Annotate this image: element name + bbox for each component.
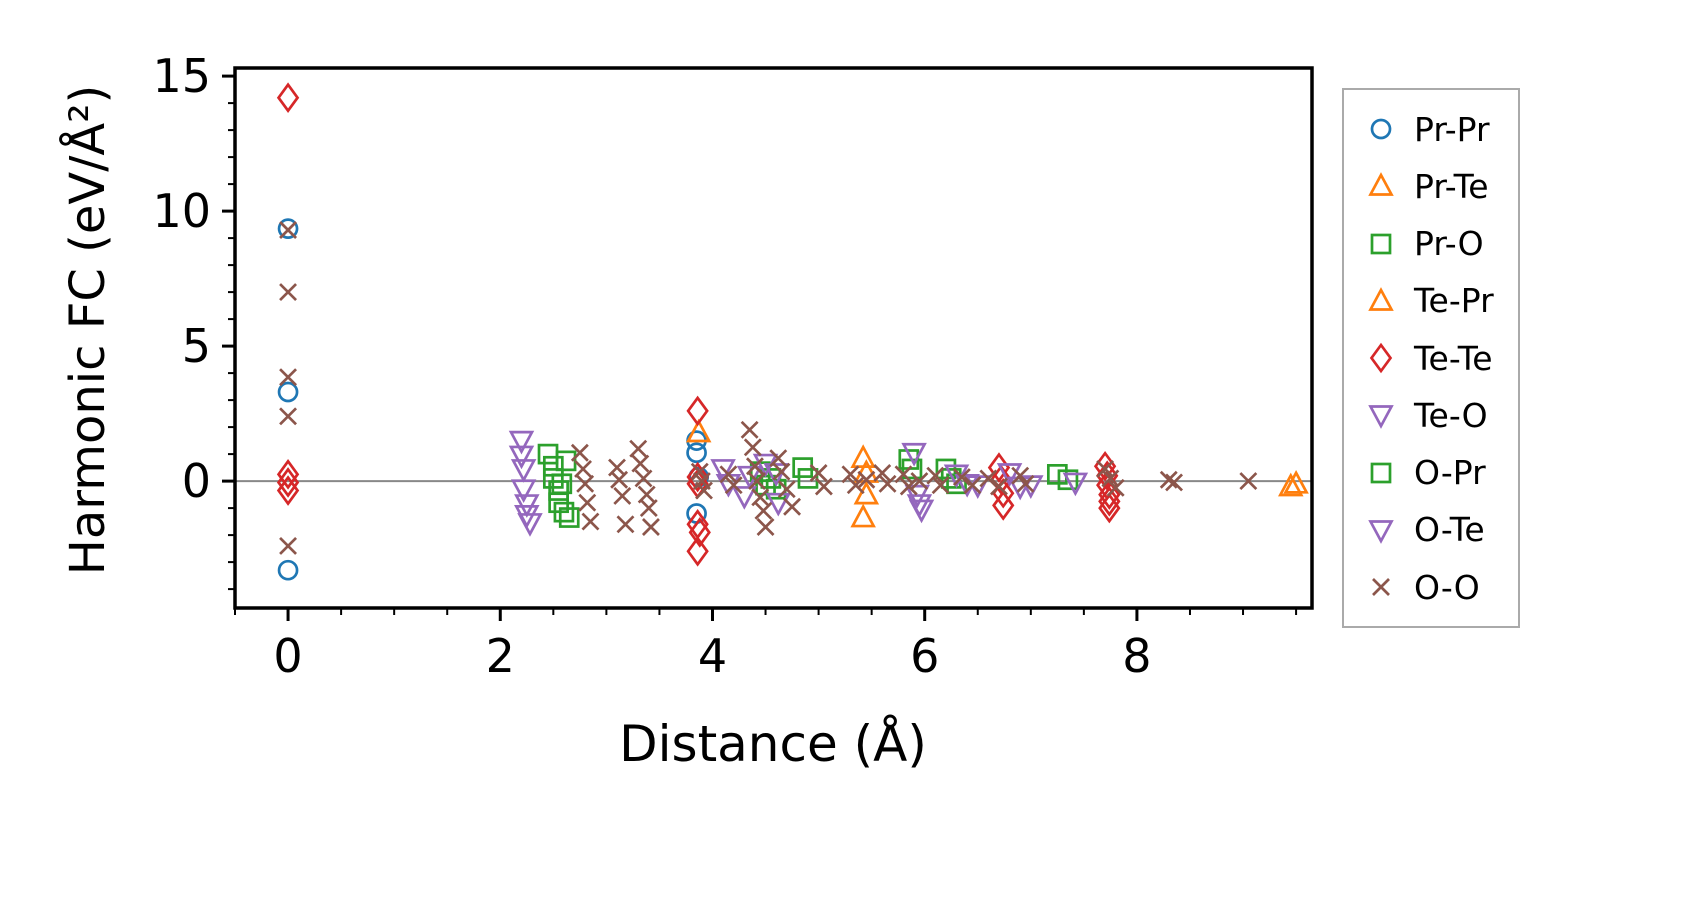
- legend-item: Te-Te: [1360, 333, 1504, 383]
- y-tick-label: 5: [182, 319, 211, 373]
- legend-item-label: O-Te: [1414, 510, 1485, 550]
- axis-tick-labels: 0 2 4 6 8 0 5 10 15: [152, 49, 1151, 683]
- legend-item: O-O: [1360, 562, 1504, 612]
- legend-item: O-Pr: [1360, 448, 1504, 498]
- legend-item: Te-Pr: [1360, 276, 1504, 326]
- series-pr-pr-points: [277, 218, 710, 581]
- legend-item-label: Pr-Pr: [1414, 109, 1490, 149]
- triangle-down-marker-icon: [1368, 519, 1394, 544]
- x-tick-label: 4: [698, 629, 727, 683]
- series-pr-o-points: [537, 443, 580, 528]
- triangle-down-marker-icon: [1368, 405, 1394, 430]
- legend-item-label: O-Pr: [1414, 453, 1486, 492]
- y-axis-title: Harmonic FC (eV/Å²): [60, 84, 116, 576]
- x-tick-label: 2: [486, 629, 515, 683]
- legend-item-label: Te-Pr: [1414, 281, 1494, 321]
- plot-frame: [233, 66, 1314, 610]
- legend-item: Pr-Te: [1360, 161, 1504, 211]
- legend-item-label: Te-O: [1414, 395, 1488, 435]
- square-marker-icon: [1370, 233, 1392, 254]
- y-tick-label: 15: [152, 49, 211, 103]
- circle-marker-icon: [1370, 118, 1392, 140]
- series-te-o-points: [508, 430, 543, 537]
- square-marker-icon: [1370, 462, 1392, 483]
- x-marker-icon: [1372, 578, 1390, 596]
- legend-item-label: Te-Te: [1414, 338, 1493, 378]
- legend-item: Pr-O: [1360, 219, 1504, 269]
- triangle-up-marker-icon: [1368, 286, 1394, 311]
- legend: Pr-Pr Pr-Te Pr-O Te-Pr Te-Te Te-O O-Pr O-Te O-O: [1342, 88, 1520, 628]
- y-tick-label: 10: [152, 184, 211, 238]
- legend-item: Pr-Pr: [1360, 104, 1504, 154]
- series-te-pr-points: [685, 418, 1309, 497]
- x-tick-label: 0: [273, 629, 302, 683]
- legend-item-label: O-O: [1414, 567, 1480, 607]
- diamond-marker-icon: [1369, 342, 1393, 374]
- y-tick-label: 0: [182, 454, 211, 508]
- legend-item-label: Pr-Te: [1414, 166, 1489, 206]
- x-tick-label: 8: [1122, 629, 1151, 683]
- legend-item: O-Te: [1360, 505, 1504, 555]
- axis-minor-ticks: [228, 102, 1298, 615]
- legend-item-label: Pr-O: [1414, 224, 1484, 263]
- x-tick-label: 6: [910, 629, 939, 683]
- axis-ticks: [222, 74, 1139, 621]
- series-te-te-points: [276, 82, 1121, 567]
- series-o-o-points: [279, 221, 1258, 555]
- legend-item: Te-O: [1360, 390, 1504, 440]
- x-axis-title: Distance (Å): [619, 715, 927, 773]
- triangle-up-marker-icon: [1368, 172, 1394, 197]
